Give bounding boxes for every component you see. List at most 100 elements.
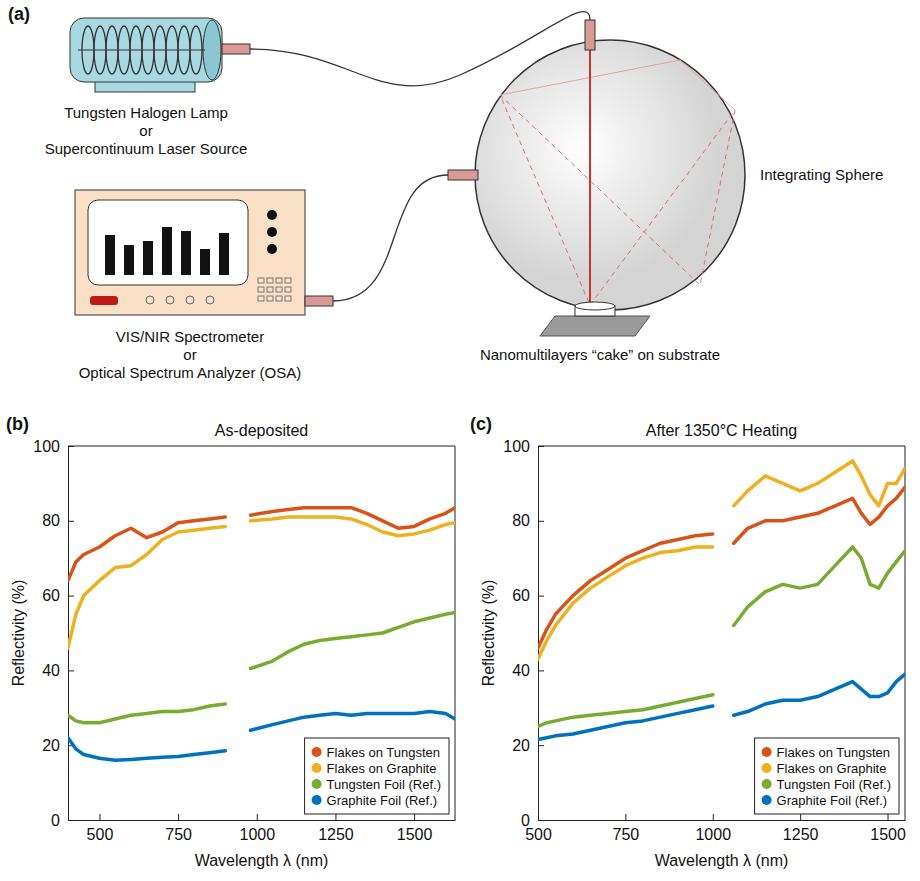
tick-mark	[335, 814, 336, 820]
legend-marker	[762, 763, 772, 773]
tick: 1250	[318, 814, 354, 843]
key	[276, 296, 282, 301]
tick: 750	[613, 814, 640, 843]
axis-line	[539, 820, 906, 821]
lamp	[70, 18, 250, 92]
power-button	[90, 296, 118, 305]
legend-marker	[312, 795, 322, 805]
spectrometer-body	[75, 190, 305, 315]
lamp-end	[203, 20, 221, 80]
panel-label: (c)	[470, 414, 492, 434]
tick: 60	[512, 587, 544, 604]
reflections	[500, 95, 735, 305]
connector	[305, 296, 333, 306]
plot-lines	[538, 461, 905, 740]
key	[258, 287, 264, 292]
tick-mark	[538, 820, 544, 821]
tick-label: 0	[521, 812, 530, 829]
tick-label: 20	[512, 737, 530, 754]
series-line	[538, 487, 905, 648]
tick-label: 100	[503, 438, 530, 455]
legend: Flakes on TungstenFlakes on GraphiteTung…	[305, 738, 449, 814]
sample-top	[575, 302, 615, 310]
key	[267, 287, 273, 292]
key	[267, 296, 273, 301]
y-axis: 020406080100	[33, 438, 74, 829]
tick-label: 60	[42, 587, 60, 604]
tick: 80	[42, 512, 74, 529]
legend-label: Flakes on Graphite	[327, 761, 437, 776]
key	[258, 278, 264, 283]
tick: 100	[503, 438, 544, 455]
tick-mark	[800, 814, 801, 820]
tick-label: 1250	[318, 826, 354, 843]
source-label: or	[139, 122, 152, 139]
chart-title: After 1350°C Heating	[646, 422, 797, 439]
frame	[68, 446, 455, 447]
x-axis-title: Wavelength λ (nm)	[195, 852, 329, 869]
key	[276, 278, 282, 283]
tick-mark	[68, 596, 74, 597]
port-top	[585, 20, 595, 50]
y-axis: 0 20 40 60 80 100	[503, 438, 544, 829]
tick-label: 500	[525, 826, 552, 843]
connector	[222, 44, 250, 54]
key	[285, 296, 291, 301]
tick-mark	[538, 446, 544, 447]
panel-label: (b)	[6, 414, 29, 434]
series-line	[68, 612, 455, 722]
tick-label: 1500	[397, 826, 433, 843]
legend-marker	[312, 763, 322, 773]
tick-label: 40	[512, 662, 530, 679]
tick-label: 1000	[695, 826, 731, 843]
axis-line	[538, 447, 539, 821]
tick-label: 750	[165, 826, 192, 843]
tick: 1000	[239, 814, 275, 843]
detector-label: Optical Spectrum Analyzer (OSA)	[79, 364, 302, 381]
tick: 500	[87, 814, 114, 843]
tick: 60	[42, 587, 74, 604]
legend-label: Flakes on Tungsten	[327, 745, 440, 760]
fiber	[333, 175, 448, 301]
frame	[538, 446, 905, 447]
source-label: Tungsten Halogen Lamp	[64, 104, 228, 121]
port-left	[448, 170, 478, 180]
tick-label: 40	[42, 662, 60, 679]
tick-mark	[68, 670, 74, 671]
tick-mark	[625, 814, 626, 820]
key	[285, 278, 291, 283]
lamp-body	[70, 18, 222, 82]
tick-mark	[888, 814, 889, 820]
x-axis: 500 750 1000 1250 1500	[69, 814, 456, 843]
detector-label: or	[183, 346, 196, 363]
x-axis-title: Wavelength λ (nm)	[655, 852, 789, 869]
tick-mark	[178, 814, 179, 820]
legend-marker	[762, 747, 772, 757]
plot-lines	[68, 508, 455, 760]
legend-marker	[762, 779, 772, 789]
tick-label: 100	[33, 438, 60, 455]
tick-label: 0	[51, 812, 60, 829]
tick-mark	[538, 670, 544, 671]
button	[267, 210, 277, 220]
tick-label: 1500	[870, 826, 906, 843]
tick: 80	[512, 512, 544, 529]
x-axis: 500750100012501500	[525, 814, 906, 843]
tick-mark	[68, 446, 74, 447]
screen-bar	[105, 235, 115, 275]
tick-mark	[538, 745, 544, 746]
screen-bar	[162, 227, 172, 275]
key	[258, 296, 264, 301]
lamp-filament	[78, 50, 205, 51]
screen-bar	[181, 231, 191, 275]
tick-mark	[713, 814, 714, 820]
button	[267, 227, 277, 237]
sample-label: Nanomultilayers “cake” on substrate	[480, 346, 720, 363]
fiber	[250, 12, 590, 86]
substrate	[540, 316, 650, 336]
chart: 500750100012501500020406080100(c)After 1…	[470, 414, 906, 869]
key	[267, 278, 273, 283]
key	[285, 287, 291, 292]
frame	[905, 446, 906, 820]
tick-mark	[99, 814, 100, 820]
